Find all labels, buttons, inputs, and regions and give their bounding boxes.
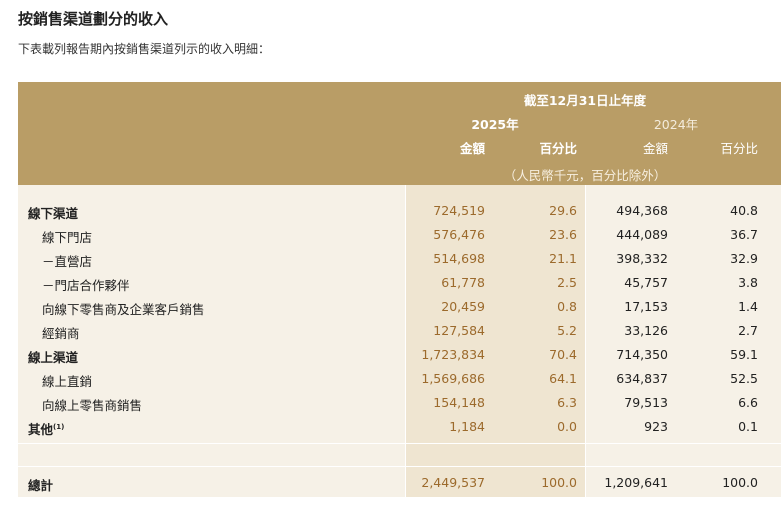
cell: 29.6: [549, 203, 577, 218]
year: 2024年: [653, 117, 699, 132]
cell: 21.1: [549, 251, 577, 266]
cell: 514,698: [433, 251, 485, 266]
col-sep: [585, 185, 586, 497]
subtitle: 下表載列報告期內按銷售渠道列示的收入明細：: [18, 42, 271, 56]
cell: 714,350: [616, 347, 668, 362]
row-label: －門店合作夥伴: [42, 278, 130, 293]
footnote-ref: (1): [53, 422, 65, 431]
cell: 1,723,834: [421, 347, 485, 362]
cell: 70.4: [549, 347, 577, 362]
cell: 6.6: [738, 395, 758, 410]
cell: 2,449,537: [421, 475, 485, 490]
cell: 36.7: [730, 227, 758, 242]
cell: 0.0: [557, 419, 577, 434]
row-label: 向線下零售商及企業客戶銷售: [42, 302, 205, 317]
cell: 52.5: [730, 371, 758, 386]
row-label: 總計: [28, 478, 54, 493]
row-sep: [18, 466, 781, 467]
cell: 494,368: [616, 203, 668, 218]
cell: 154,148: [433, 395, 485, 410]
row-label: 其他(1): [28, 422, 65, 437]
cell: 100.0: [541, 475, 577, 490]
cell: 61,778: [441, 275, 485, 290]
row-label: 經銷商: [42, 326, 80, 341]
cell: 634,837: [616, 371, 668, 386]
period: 截至12月31日止年度: [523, 93, 647, 108]
cell: 3.8: [738, 275, 758, 290]
cell: 5.2: [557, 323, 577, 338]
title: 按銷售渠道劃分的收入: [18, 10, 169, 28]
cell: 59.1: [730, 347, 758, 362]
cell: 724,519: [433, 203, 485, 218]
cell: 1,184: [449, 419, 485, 434]
column-header: 百分比: [720, 141, 758, 156]
cell: 64.1: [549, 371, 577, 386]
cell: 923: [644, 419, 668, 434]
cell: 2.5: [557, 275, 577, 290]
cell: 20,459: [441, 299, 485, 314]
col-2025-bg: [405, 185, 585, 497]
row-label: 向線上零售商銷售: [42, 398, 143, 413]
row-label: 線下門店: [42, 230, 93, 245]
cell: 0.1: [738, 419, 758, 434]
header-band: [18, 82, 781, 185]
year: 2025年: [471, 117, 519, 132]
row-label: －直營店: [42, 254, 93, 269]
cell: 23.6: [549, 227, 577, 242]
cell: 398,332: [616, 251, 668, 266]
cell: 0.8: [557, 299, 577, 314]
cell: 1,569,686: [421, 371, 485, 386]
cell: 79,513: [624, 395, 668, 410]
row-label: 線上渠道: [28, 350, 79, 365]
row-label: 線上直銷: [42, 374, 93, 389]
cell: 576,476: [433, 227, 485, 242]
column-header: 金額: [642, 141, 668, 156]
cell: 100.0: [722, 475, 758, 490]
cell: 45,757: [624, 275, 668, 290]
cell: 6.3: [557, 395, 577, 410]
cell: 17,153: [624, 299, 668, 314]
cell: 32.9: [730, 251, 758, 266]
body-bg: [18, 185, 781, 497]
cell: 444,089: [616, 227, 668, 242]
cell: 1,209,641: [604, 475, 668, 490]
column-header: 金額: [459, 141, 485, 156]
cell: 127,584: [433, 323, 485, 338]
column-header: 百分比: [539, 141, 577, 156]
unit: （人民幣千元，百分比除外）: [503, 168, 667, 183]
row-label: 線下渠道: [28, 206, 79, 221]
col-sep: [405, 185, 406, 497]
row-sep: [18, 443, 781, 444]
cell: 2.7: [738, 323, 758, 338]
cell: 1.4: [738, 299, 758, 314]
cell: 40.8: [730, 203, 758, 218]
cell: 33,126: [624, 323, 668, 338]
